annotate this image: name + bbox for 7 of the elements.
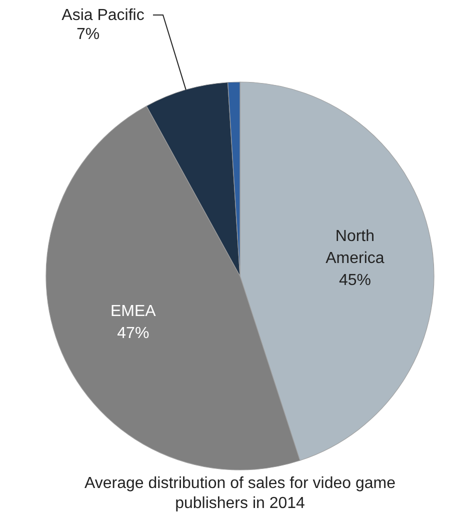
data-label: 45% bbox=[338, 272, 371, 289]
data-label: 47% bbox=[117, 325, 150, 342]
data-label: 7% bbox=[76, 26, 100, 43]
text: Average distribution of sales for video game publishers in 2014 bbox=[84, 475, 396, 512]
slice-label: North America bbox=[326, 228, 384, 267]
slice-label: EMEA bbox=[110, 303, 156, 320]
slice-label: Asia Pacific bbox=[62, 7, 144, 24]
